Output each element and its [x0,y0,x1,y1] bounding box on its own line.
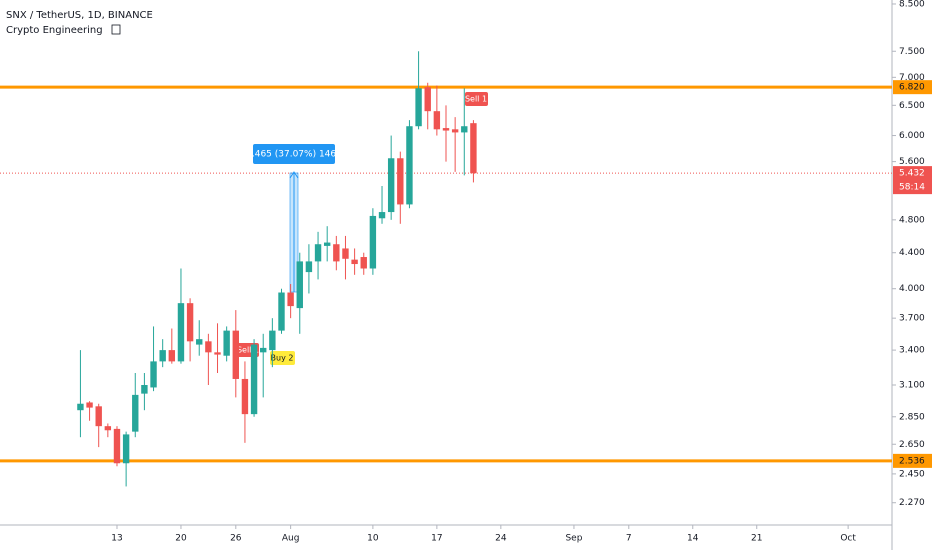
candle-body [86,402,93,408]
x-tick-label: 7 [626,534,632,544]
x-tick-label: Aug [282,534,300,544]
candle-body [269,330,276,351]
candle-body [196,339,203,345]
candle-body [132,394,139,432]
price-label-box [893,453,932,468]
candle-body [424,87,431,112]
candle-body [351,259,358,265]
candle-body [387,158,395,213]
candle-body [461,126,468,133]
candle-body [360,257,367,269]
x-tick-label: 13 [111,534,122,544]
candle-body [104,426,112,431]
candle-body [378,212,386,219]
candle-body [159,350,166,362]
y-tick-label: 5.600 [899,157,925,167]
x-tick-label: 10 [367,534,379,544]
measure-arrow-head [289,171,299,179]
y-tick-label: 2.850 [899,412,925,422]
measure-label-box [253,144,335,164]
candle-body [442,128,450,131]
candle-body [186,303,194,342]
y-tick-label: 4.400 [899,248,925,258]
candle-body [451,129,459,133]
y-tick-label: 7.500 [899,47,925,57]
signal-label: Buy 2 [271,354,294,363]
candle-body [342,248,349,259]
candle-body [122,434,130,464]
candle-body [314,244,322,262]
signal-label: Sell 1 [237,346,259,355]
y-tick-label: 8.500 [899,0,925,9]
x-tick-label: 20 [175,534,187,544]
candle-body [470,123,477,174]
candle-body [296,261,303,309]
x-tick-label: 24 [495,534,507,544]
x-tick-label: 14 [687,534,699,544]
candle-body [232,330,239,379]
y-tick-label: 3.100 [899,381,925,391]
candle-body [214,352,221,355]
price-label: 2.536 [899,456,925,466]
price-label-box [893,166,932,195]
candle-body [406,126,413,205]
candle-body [433,111,441,130]
signal-box [465,92,488,106]
x-tick-label: 21 [751,534,762,544]
y-tick-label: 3.400 [899,346,925,356]
y-tick-label: 6.500 [899,101,925,111]
candle-body [415,88,422,127]
chart-title: SNX / TetherUS, 1D, BINANCE [6,10,153,21]
candle-body [241,378,249,415]
price-label: 5.432 [899,169,925,179]
candle-body [223,330,230,356]
y-tick-label: 2.270 [899,498,925,508]
x-tick-label: Oct [840,534,856,544]
y-tick-label: 7.000 [899,73,925,83]
candle-body [287,292,294,307]
candle-body [305,261,313,273]
price-label: 6.820 [899,83,925,93]
countdown-label: 58:14 [899,183,925,193]
y-tick-label: 6.000 [899,131,925,141]
y-tick-label: 3.700 [899,314,925,324]
candle-body [177,303,185,362]
candle-body [205,341,212,353]
signal-box [270,351,295,365]
candle-body [77,403,84,411]
candle-body [250,344,258,415]
indicator-name: Crypto Engineering [6,25,103,36]
indicator-icon [111,24,121,35]
signal-label: Sell 1 [465,95,487,104]
x-tick-label: 26 [230,534,242,544]
candle-body [369,215,377,269]
y-tick-label: 2.650 [899,440,925,450]
candle-body [113,428,121,464]
candle-body [333,244,340,262]
candle-body [95,406,102,427]
y-tick-label: 4.800 [899,215,925,225]
candle-body [260,347,267,353]
candle-body [278,292,285,331]
price-label-box [893,80,932,95]
measure-label: 1.465 (37.07%) 1465 [246,150,342,160]
x-tick-label: 17 [431,534,442,544]
candle-body [168,350,176,362]
candle-body [397,158,404,205]
candle-body [150,361,157,388]
candle-body [141,385,148,394]
candle-body [323,242,331,246]
y-tick-label: 2.450 [899,469,925,479]
y-tick-label: 4.000 [899,284,925,294]
x-tick-label: Sep [565,534,582,544]
